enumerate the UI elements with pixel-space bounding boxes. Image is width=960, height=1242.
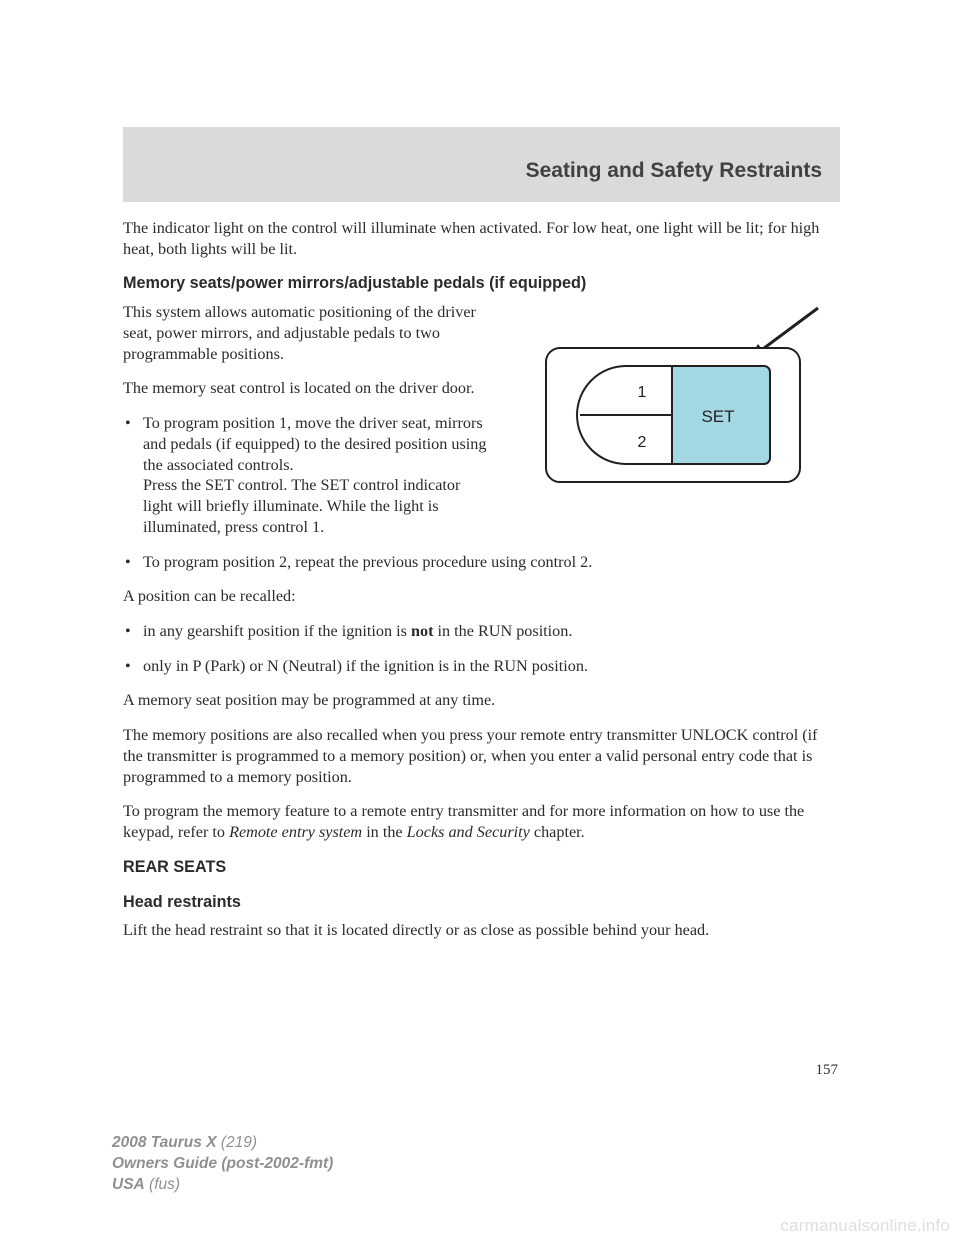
recall-bullet-list: in any gearshift position if the ignitio…: [123, 621, 840, 676]
p5-ital1: Remote entry system: [229, 823, 362, 841]
footer-line-2: Owners Guide (post-2002-fmt): [112, 1154, 333, 1175]
body-column: The indicator light on the control will …: [123, 218, 840, 955]
list-item: only in P (Park) or N (Neutral) if the i…: [123, 656, 840, 677]
bullet-bold: not: [411, 622, 434, 640]
footer-model-bold: 2008 Taurus X: [112, 1134, 217, 1151]
p5-ital2: Locks and Security: [407, 823, 530, 841]
memory-p2: The memory seat control is located on th…: [123, 378, 483, 399]
button-1-label: 1: [638, 384, 647, 401]
memory-p1: This system allows automatic positioning…: [123, 302, 483, 364]
p5-post: chapter.: [530, 823, 585, 841]
list-item: in any gearshift position if the ignitio…: [123, 621, 840, 642]
watermark-text: carmanualsonline.info: [780, 1216, 950, 1236]
manual-page: Seating and Safety Restraints The indica…: [0, 0, 960, 1242]
head-restraints-heading: Head restraints: [123, 892, 840, 913]
footer-line-1: 2008 Taurus X (219): [112, 1133, 333, 1154]
page-number: 157: [816, 1062, 839, 1079]
footer-line3-bold: USA: [112, 1176, 145, 1193]
footer-line-3: USA (fus): [112, 1175, 333, 1196]
chapter-title: Seating and Safety Restraints: [526, 159, 822, 183]
bullet-text: To program position 1, move the driver s…: [143, 414, 486, 473]
list-item: To program position 1, move the driver s…: [123, 413, 840, 537]
bullet-text: To program position 2, repeat the previo…: [143, 553, 592, 571]
rear-seats-heading: REAR SEATS: [123, 857, 840, 878]
memory-p3: A memory seat position may be programmed…: [123, 690, 840, 711]
rear-p1: Lift the head restraint so that it is lo…: [123, 920, 840, 941]
memory-p5: To program the memory feature to a remot…: [123, 801, 840, 842]
bullet-sub: Press the SET control. The SET control i…: [143, 475, 840, 537]
bullet-pre: only in P (Park) or N (Neutral) if the i…: [143, 657, 588, 675]
program-bullet-list: To program position 1, move the driver s…: [123, 413, 840, 572]
p5-mid: in the: [362, 823, 407, 841]
memory-heading: Memory seats/power mirrors/adjustable pe…: [123, 273, 840, 294]
bullet-pre: in any gearshift position if the ignitio…: [143, 622, 411, 640]
intro-paragraph: The indicator light on the control will …: [123, 218, 840, 259]
recall-intro: A position can be recalled:: [123, 586, 840, 607]
bullet-post: in the RUN position.: [433, 622, 572, 640]
footer-model-rest: (219): [217, 1134, 258, 1151]
chapter-header-bar: Seating and Safety Restraints: [123, 127, 840, 202]
footer-line3-rest: (fus): [145, 1176, 180, 1193]
list-item: To program position 2, repeat the previo…: [123, 552, 840, 573]
footer-block: 2008 Taurus X (219) Owners Guide (post-2…: [112, 1133, 333, 1196]
memory-p4: The memory positions are also recalled w…: [123, 725, 840, 787]
